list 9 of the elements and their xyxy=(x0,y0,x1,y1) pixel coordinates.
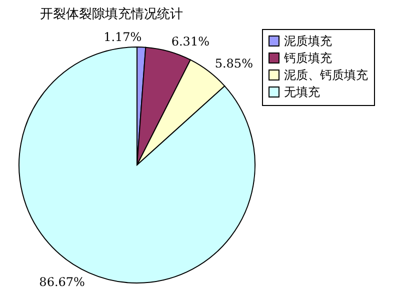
data-label: 1.17% xyxy=(104,30,142,44)
data-label: 5.85% xyxy=(214,56,253,70)
data-label: 6.31% xyxy=(171,34,210,49)
legend-label: 泥质填充 xyxy=(284,34,332,48)
chart-title: 开裂体裂隙填充情况统计 xyxy=(40,7,183,22)
legend-label: 无填充 xyxy=(284,85,320,99)
legend-label: 钙质填充 xyxy=(283,51,332,65)
data-label: 86.67% xyxy=(39,274,85,289)
legend-label: 泥质、钙质填充 xyxy=(284,68,368,82)
